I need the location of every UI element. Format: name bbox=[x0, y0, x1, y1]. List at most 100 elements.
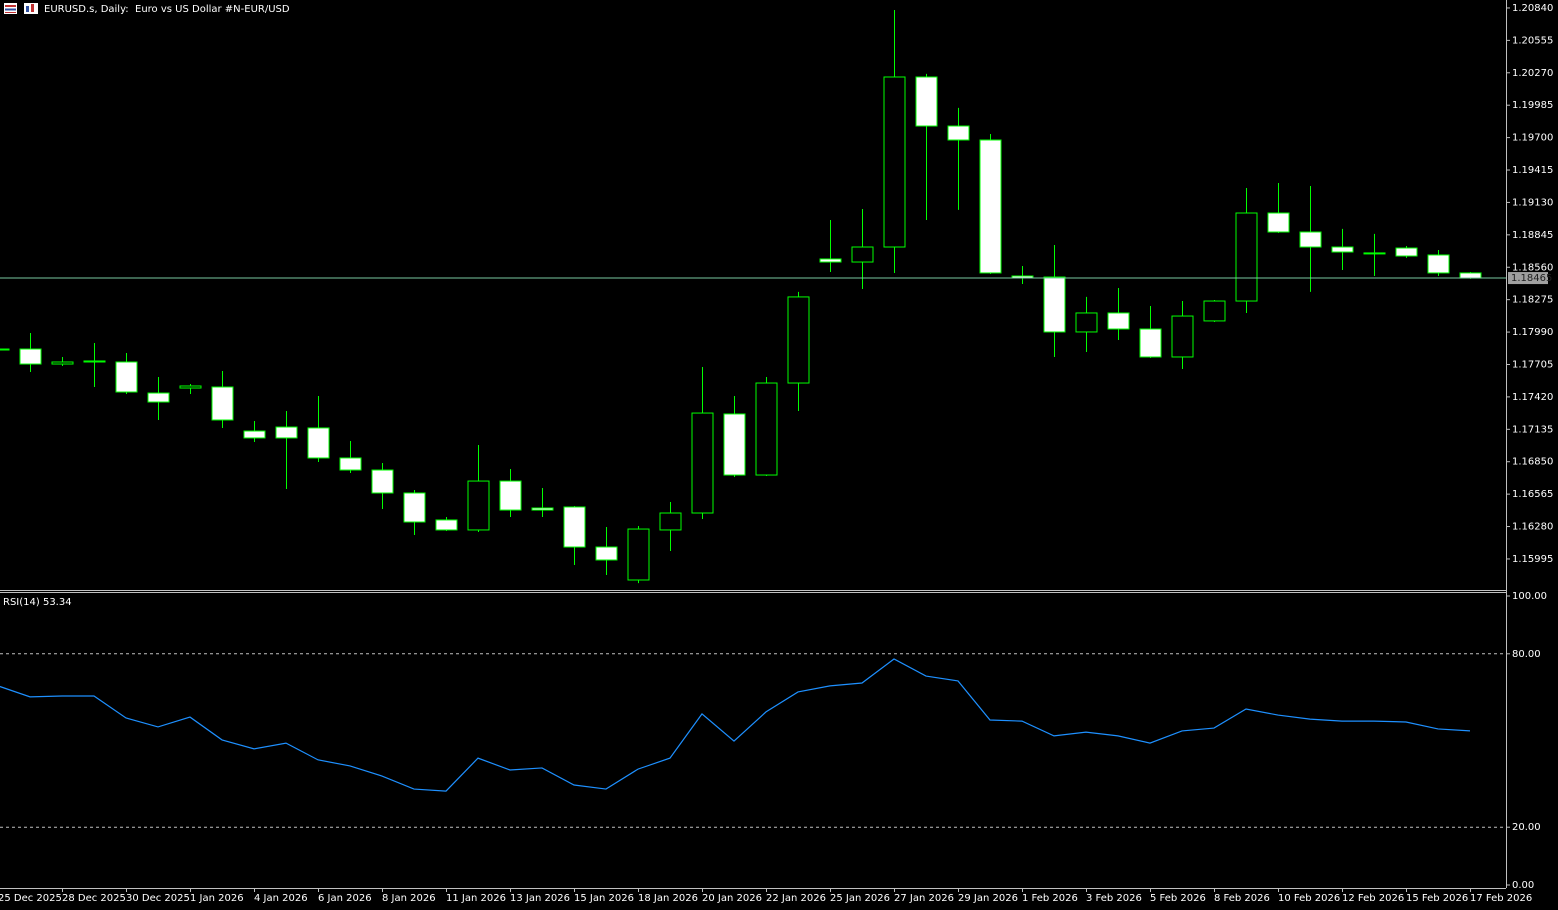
y-tick-label: 1.18275 bbox=[1512, 295, 1553, 306]
candle-body bbox=[563, 506, 586, 548]
y-tick-label: 1.19415 bbox=[1512, 165, 1553, 176]
candle-body bbox=[243, 430, 266, 439]
x-tick-label: 8 Feb 2026 bbox=[1214, 893, 1270, 904]
current-price-label: 1.18465 bbox=[1511, 273, 1552, 284]
x-tick-label: 12 Feb 2026 bbox=[1342, 893, 1404, 904]
x-tick-label: 17 Feb 2026 bbox=[1470, 893, 1532, 904]
x-tick-label: 10 Feb 2026 bbox=[1278, 893, 1340, 904]
candle-body bbox=[819, 258, 842, 263]
candle-body bbox=[1427, 254, 1450, 274]
candle-body bbox=[947, 125, 970, 141]
candle-body bbox=[627, 528, 650, 581]
chart-icon[interactable] bbox=[24, 3, 38, 14]
candle-body bbox=[371, 469, 394, 494]
candle-body bbox=[179, 385, 202, 389]
candle-body bbox=[307, 427, 330, 459]
candle-body bbox=[915, 76, 938, 127]
candle-body bbox=[1203, 300, 1226, 322]
y-tick-label: 1.19130 bbox=[1512, 197, 1553, 208]
y-tick-label: 1.19700 bbox=[1512, 133, 1553, 144]
candle-body bbox=[435, 519, 458, 531]
y-tick-label: 1.16565 bbox=[1512, 489, 1553, 500]
candle-body bbox=[1235, 212, 1258, 302]
x-tick-label: 3 Feb 2026 bbox=[1086, 893, 1142, 904]
candle-body bbox=[0, 348, 10, 351]
x-tick-label: 1 Feb 2026 bbox=[1022, 893, 1078, 904]
candle-body bbox=[83, 360, 106, 363]
candle-body bbox=[1363, 252, 1386, 255]
x-tick-label: 1 Jan 2026 bbox=[190, 893, 244, 904]
candle-body bbox=[339, 457, 362, 471]
y-tick-label: 1.18560 bbox=[1512, 262, 1553, 273]
y-tick-label: 80.00 bbox=[1512, 649, 1541, 660]
y-tick-label: 1.16850 bbox=[1512, 457, 1553, 468]
candle-body bbox=[211, 386, 234, 421]
x-tick-label: 6 Jan 2026 bbox=[318, 893, 372, 904]
y-tick-label: 1.17420 bbox=[1512, 392, 1553, 403]
x-tick-label: 28 Dec 2025 bbox=[62, 893, 126, 904]
x-tick-label: 15 Feb 2026 bbox=[1406, 893, 1468, 904]
y-tick-label: 1.19985 bbox=[1512, 100, 1553, 111]
candle-body bbox=[595, 546, 618, 561]
candle-body bbox=[1139, 328, 1162, 358]
x-tick-label: 22 Jan 2026 bbox=[766, 893, 826, 904]
candle-body bbox=[1459, 272, 1482, 279]
candle-body bbox=[1299, 231, 1322, 248]
y-tick-label: 1.16280 bbox=[1512, 522, 1553, 533]
indicator-title: RSI(14) 53.34 bbox=[3, 597, 72, 608]
rsi-line bbox=[0, 658, 1471, 792]
candle-body bbox=[403, 492, 426, 523]
candle-body bbox=[787, 296, 810, 384]
x-tick-label: 8 Jan 2026 bbox=[382, 893, 436, 904]
candle-body bbox=[851, 246, 874, 263]
y-tick-label: 1.18845 bbox=[1512, 230, 1553, 241]
y-tick-label: 20.00 bbox=[1512, 822, 1541, 833]
candle-body bbox=[1171, 315, 1194, 358]
candle-body bbox=[115, 361, 138, 393]
y-tick-label: 100.00 bbox=[1512, 591, 1547, 602]
candle-body bbox=[1331, 246, 1354, 253]
candle-body bbox=[1267, 212, 1290, 233]
candle-body bbox=[499, 480, 522, 511]
chart-title: EURUSD.s, Daily: Euro vs US Dollar #N-EU… bbox=[44, 4, 290, 15]
candle-body bbox=[723, 413, 746, 476]
candle-body bbox=[275, 426, 298, 439]
candle-body bbox=[147, 392, 170, 403]
y-tick-label: 1.17135 bbox=[1512, 424, 1553, 435]
x-tick-label: 20 Jan 2026 bbox=[702, 893, 762, 904]
x-tick-label: 25 Jan 2026 bbox=[830, 893, 890, 904]
current-price-tag bbox=[1508, 272, 1548, 285]
candle-body bbox=[979, 139, 1002, 274]
menu-icon[interactable] bbox=[4, 3, 17, 14]
x-tick-label: 15 Jan 2026 bbox=[574, 893, 634, 904]
y-tick-label: 0.00 bbox=[1512, 880, 1534, 891]
y-tick-label: 1.17705 bbox=[1512, 359, 1553, 370]
candle-body bbox=[1107, 312, 1130, 330]
y-tick-label: 1.15995 bbox=[1512, 554, 1553, 565]
x-tick-label: 29 Jan 2026 bbox=[958, 893, 1018, 904]
candle-body bbox=[1075, 312, 1098, 333]
y-tick-label: 1.20840 bbox=[1512, 3, 1553, 14]
candle-body bbox=[51, 361, 74, 365]
y-tick-label: 1.20555 bbox=[1512, 35, 1553, 46]
x-tick-label: 18 Jan 2026 bbox=[638, 893, 698, 904]
candle-body bbox=[755, 382, 778, 476]
x-tick-label: 30 Dec 2025 bbox=[126, 893, 190, 904]
candle-body bbox=[691, 412, 714, 514]
candle-body bbox=[1395, 247, 1418, 257]
candle-body bbox=[531, 507, 554, 511]
candle-body bbox=[467, 480, 490, 531]
y-tick-label: 1.20270 bbox=[1512, 68, 1553, 79]
candle-body bbox=[659, 512, 682, 531]
y-tick-label: 1.17990 bbox=[1512, 327, 1553, 338]
candle-body bbox=[883, 76, 906, 248]
x-tick-label: 4 Jan 2026 bbox=[254, 893, 308, 904]
candle-body bbox=[1043, 276, 1066, 333]
x-tick-label: 27 Jan 2026 bbox=[894, 893, 954, 904]
x-tick-label: 25 Dec 2025 bbox=[0, 893, 62, 904]
x-tick-label: 11 Jan 2026 bbox=[446, 893, 506, 904]
candle-body bbox=[19, 348, 42, 365]
